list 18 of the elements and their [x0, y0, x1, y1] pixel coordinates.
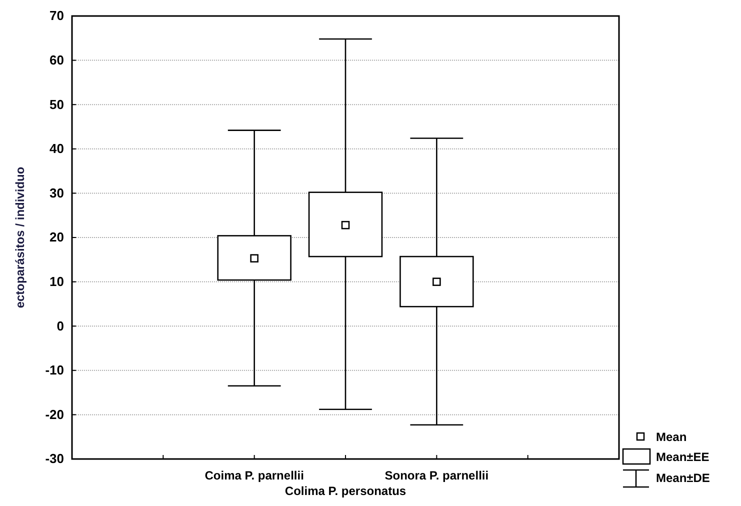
text: Mean±EE: [656, 450, 710, 464]
y-tick-label: 20: [50, 230, 64, 245]
y-axis-title: ectoparásitos / individuo: [13, 166, 27, 308]
y-tick-label: -30: [45, 451, 64, 466]
y-tick-label: 70: [50, 8, 64, 24]
y-tick-label: 10: [50, 274, 64, 289]
x-tick-label: Colima P. personatus: [284, 484, 406, 498]
y-tick-label: 60: [50, 52, 64, 68]
x-tick-label: Sonora P. parnellii: [384, 468, 489, 483]
y-tick-label: -20: [45, 406, 64, 422]
y-tick-label: -10: [45, 362, 64, 378]
y-tick-label: 0: [56, 318, 64, 334]
text: Mean: [656, 430, 687, 444]
y-tick-label: 50: [50, 96, 64, 112]
y-tick-label: 40: [50, 141, 64, 156]
y-tick-label: 30: [50, 185, 64, 200]
text: Mean±DE: [656, 471, 710, 485]
x-tick-label: Coima P. parnellii: [204, 468, 304, 483]
